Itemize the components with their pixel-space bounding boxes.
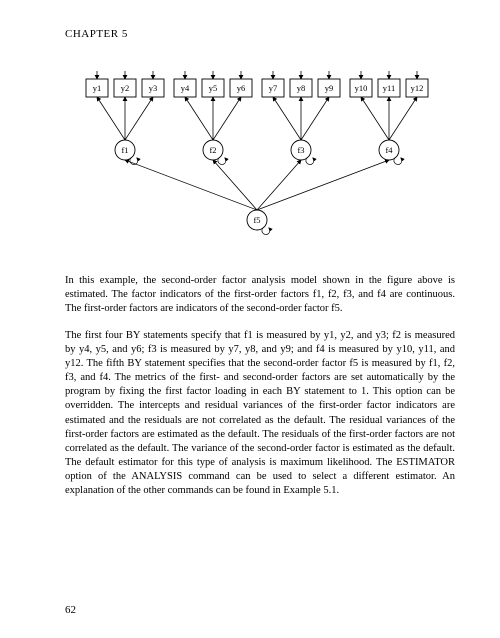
chapter-title: CHAPTER 5 bbox=[65, 28, 455, 40]
svg-text:f2: f2 bbox=[209, 145, 216, 155]
svg-text:f1: f1 bbox=[121, 145, 128, 155]
svg-text:y9: y9 bbox=[325, 83, 334, 93]
svg-text:y2: y2 bbox=[121, 83, 130, 93]
factor-diagram: y1 y2 y3 y4 y5 y6 y7 y8 y9 y10 y11 y12 f1 f2 f3 f4 f5 bbox=[75, 60, 445, 260]
svg-text:y8: y8 bbox=[297, 83, 306, 93]
svg-text:y3: y3 bbox=[149, 83, 158, 93]
page-number: 62 bbox=[65, 604, 76, 616]
paragraph-2: The first four BY statements specify tha… bbox=[65, 329, 455, 499]
svg-text:y7: y7 bbox=[269, 83, 278, 93]
svg-text:f4: f4 bbox=[385, 145, 393, 155]
svg-text:f3: f3 bbox=[297, 145, 304, 155]
svg-text:y5: y5 bbox=[209, 83, 218, 93]
svg-text:y1: y1 bbox=[93, 83, 102, 93]
svg-text:y12: y12 bbox=[411, 83, 424, 93]
svg-text:y11: y11 bbox=[383, 83, 395, 93]
svg-text:y6: y6 bbox=[237, 83, 246, 93]
svg-text:y4: y4 bbox=[181, 83, 190, 93]
svg-text:y10: y10 bbox=[355, 83, 368, 93]
paragraph-1: In this example, the second-order factor… bbox=[65, 274, 455, 317]
svg-text:f5: f5 bbox=[253, 215, 260, 225]
